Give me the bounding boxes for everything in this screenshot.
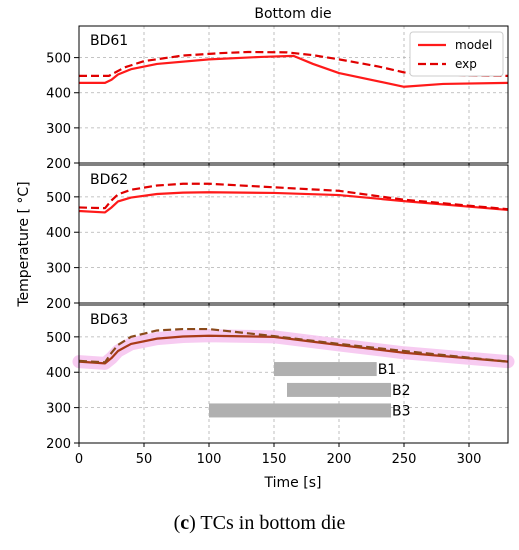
- legend-label-exp: exp: [455, 57, 477, 71]
- panel-label: BD61: [90, 33, 128, 49]
- panel-bd62: 200 300 400 500 BD62: [46, 164, 509, 312]
- series-line-model: [78, 334, 509, 365]
- y-tick-label: 300: [46, 122, 71, 137]
- process-bar-b3: [209, 403, 391, 418]
- process-bar-b1: [274, 362, 377, 377]
- caption-text: ) TCs in bottom die: [189, 512, 346, 534]
- figure-title: Bottom die: [254, 6, 331, 22]
- series-line-exp: [78, 182, 509, 211]
- legend-label-model: model: [455, 38, 492, 52]
- figure: Bottom die Temperature [ °C] Time [s] 20…: [16, 6, 515, 491]
- x-axis-label: Time [s]: [264, 475, 322, 491]
- y-tick-label: 200: [46, 157, 71, 172]
- caption-letter: c: [180, 512, 190, 534]
- x-tick-label: 200: [327, 452, 352, 467]
- x-tick-label: 300: [457, 452, 482, 467]
- y-tick-label: 400: [46, 366, 71, 381]
- panel-label: BD62: [90, 172, 128, 188]
- series-line-model: [79, 54, 509, 88]
- panel-bd61: 200 300 400 500 BD61 model exp: [46, 25, 509, 172]
- process-bar-label: B1: [378, 362, 397, 378]
- series-line-exp: [79, 50, 509, 77]
- x-tick-label: 100: [197, 452, 222, 467]
- y-tick-label: 200: [46, 297, 71, 312]
- panel-bd63: 200 300 400 500 0 50 100 150 200 250 300 B1 B2 B3 BD63: [46, 304, 515, 467]
- x-tick-label: 0: [75, 452, 83, 467]
- y-tick-label: 300: [46, 262, 71, 277]
- process-bar-label: B3: [392, 403, 411, 419]
- y-tick-label: 200: [46, 437, 71, 452]
- y-tick-label: 500: [46, 191, 71, 206]
- series-line-model: [78, 191, 509, 214]
- y-tick-label: 500: [46, 52, 71, 67]
- figure-caption: (c) TCs in bottom die: [0, 512, 519, 535]
- panel-frame: [78, 304, 509, 444]
- y-tick-label: 300: [46, 402, 71, 417]
- x-tick-label: 250: [392, 452, 417, 467]
- y-axis-label: Temperature [ °C]: [16, 181, 32, 307]
- process-bar-label: B2: [392, 383, 411, 399]
- y-tick-label: 400: [46, 226, 71, 241]
- x-tick-label: 50: [136, 452, 153, 467]
- y-tick-label: 500: [46, 331, 71, 346]
- process-bar-b2: [287, 382, 391, 397]
- x-tick-label: 150: [262, 452, 287, 467]
- panel-frame: [78, 25, 509, 164]
- panel-frame: [78, 164, 509, 304]
- y-tick-label: 400: [46, 87, 71, 102]
- series-line-exp: [78, 327, 509, 364]
- caption-prefix: (: [173, 512, 181, 534]
- panel-label: BD63: [90, 312, 128, 328]
